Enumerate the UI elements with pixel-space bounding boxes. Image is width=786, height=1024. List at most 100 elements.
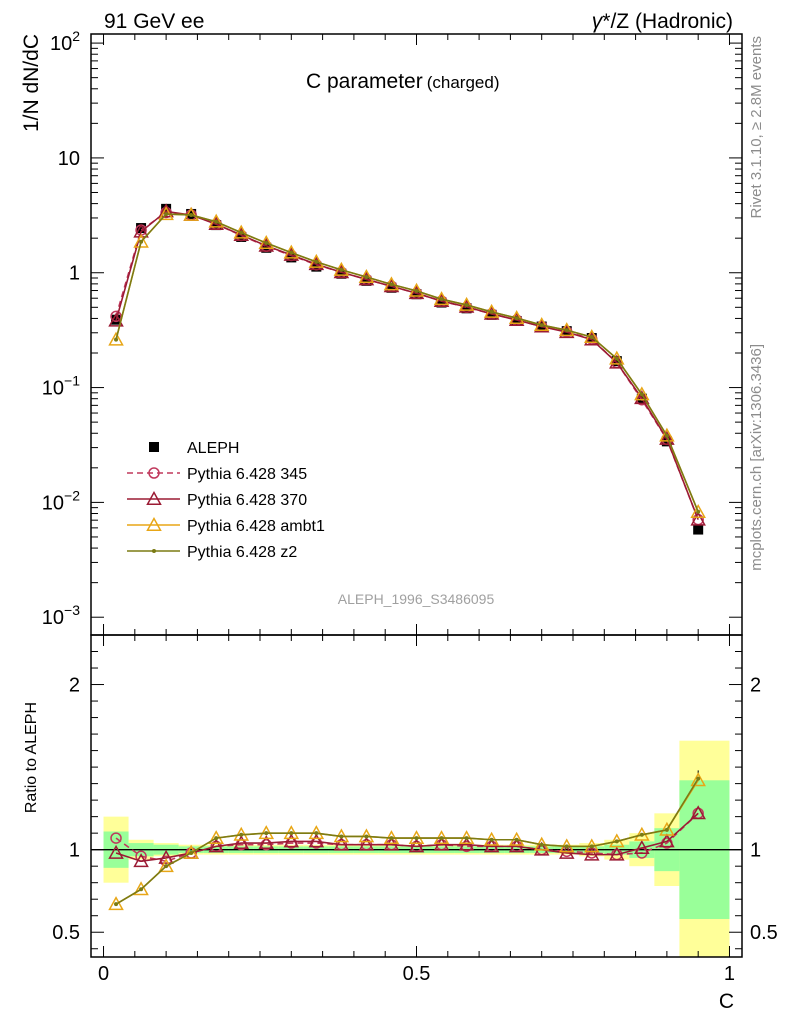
main-point-pythia-6-428-z2 (339, 267, 344, 272)
y-tick-label: 102 (50, 28, 80, 55)
y-tick-label-base: 10 (42, 378, 64, 400)
ratio-point-pythia-6-428-z2 (164, 864, 169, 869)
ratio-point-pythia-6-428-370 (508, 838, 525, 853)
y-tick-label: 10−1 (42, 373, 80, 400)
ratio-point-pythia-6-428-z2 (314, 831, 319, 836)
main-point-pythia-6-428-370 (690, 511, 706, 526)
ratio-point-pythia-6-428-370 (408, 838, 425, 853)
legend-marker-pythia-6-428-z2 (152, 549, 156, 553)
series-marks (108, 203, 706, 911)
y-tick-label-base: 1 (69, 263, 80, 285)
ratio-point-pythia-6-428-z2 (289, 831, 294, 836)
ratio-point-pythia-6-428-370 (533, 841, 550, 856)
ratio-point-pythia-6-428-ambt1 (108, 896, 124, 911)
ratio-point-pythia-6-428-370 (659, 833, 675, 848)
y-tick-label: 10−3 (42, 602, 80, 629)
ratio-point-pythia-6-428-z2 (439, 836, 444, 841)
main-point-pythia-6-428-z2 (639, 392, 644, 397)
main-point-pythia-6-428-370 (659, 430, 675, 445)
ratio-point-pythia-6-428-ambt1 (690, 772, 706, 787)
main-point-pythia-6-428-z2 (364, 275, 369, 280)
x-axis-label: C (719, 990, 734, 1013)
main-point-pythia-6-428-z2 (164, 212, 169, 217)
y-tick-label-base: 10 (58, 148, 80, 170)
ratio-point-pythia-6-428-z2 (264, 831, 269, 836)
main-line-pythia-6-428-z2 (115, 213, 699, 513)
ratio-point-pythia-6-428-370 (634, 839, 650, 854)
ratio-point-pythia-6-428-370 (158, 849, 174, 864)
data-point-aleph (411, 289, 422, 300)
ratio-point-pythia-6-428-z2 (389, 836, 394, 841)
main-point-pythia-6-428-z2 (414, 288, 419, 293)
y-tick-label: 10−2 (42, 487, 80, 514)
data-point-aleph (336, 268, 347, 279)
main-point-pythia-6-428-370 (258, 237, 275, 252)
main-point-pythia-6-428-z2 (114, 337, 119, 342)
data-point-aleph (486, 309, 497, 320)
main-point-pythia-6-428-ambt1 (133, 233, 149, 248)
main-point-pythia-6-428-370 (634, 390, 650, 405)
y-tick-label-exponent: 2 (72, 28, 80, 44)
main-point-pythia-6-428-ambt1 (690, 504, 706, 519)
legend-marker-pythia-6-428-345 (148, 467, 160, 479)
main-point-pythia-6-428-z2 (514, 316, 519, 321)
ratio-point-pythia-6-428-ambt1 (133, 881, 149, 896)
data-point-aleph (386, 282, 397, 293)
data-point-aleph (436, 297, 447, 308)
data-point-aleph (693, 524, 704, 535)
ratio-point-pythia-6-428-z2 (589, 844, 594, 849)
main-point-pythia-6-428-z2 (614, 356, 619, 361)
ratio-point-pythia-6-428-370 (308, 833, 325, 848)
ratio-point-pythia-6-428-z2 (364, 834, 369, 839)
ratio-point-pythia-6-428-370 (609, 846, 625, 861)
main-point-pythia-6-428-z2 (189, 212, 194, 217)
ratio-y-tick-label-left: 1 (69, 840, 80, 862)
ratio-point-pythia-6-428-z2 (639, 832, 644, 837)
ratio-y-tick-label-right: 2 (750, 675, 761, 697)
ratio-point-pythia-6-428-z2 (464, 836, 469, 841)
legend-marker-aleph (149, 442, 159, 452)
ratio-point-pythia-6-428-ambt1 (659, 821, 675, 836)
main-point-pythia-6-428-z2 (539, 323, 544, 328)
ratio-point-pythia-6-428-370 (558, 844, 575, 859)
main-point-pythia-6-428-370 (158, 203, 174, 218)
ratio-point-pythia-6-428-z2 (114, 902, 119, 907)
legend-label-pythia-6-428-370: Pythia 6.428 370 (187, 492, 307, 509)
ratio-point-pythia-6-428-370 (283, 833, 300, 848)
legend-label-aleph: ALEPH (187, 440, 239, 457)
ratio-y-axis-label: Ratio to ALEPH (23, 702, 40, 813)
ratio-point-pythia-6-428-345 (110, 832, 122, 844)
ratio-point-pythia-6-428-z2 (339, 834, 344, 839)
ratio-point-pythia-6-428-z2 (614, 839, 619, 844)
ratio-point-pythia-6-428-370 (258, 835, 275, 850)
ratio-point-pythia-6-428-z2 (514, 837, 519, 842)
side-label-rivet: Rivet 3.1.10, ≥ 2.8M events (748, 36, 765, 219)
y-tick-label: 10 (58, 148, 80, 170)
y-axis-label: 1/N dN/dC (20, 34, 43, 132)
ratio-line-pythia-6-428-z2 (115, 778, 699, 905)
legend-label-pythia-6-428-345: Pythia 6.428 345 (187, 466, 307, 483)
data-point-aleph (511, 315, 522, 326)
main-point-pythia-6-428-ambt1 (659, 427, 675, 442)
ratio-point-pythia-6-428-370 (358, 836, 375, 851)
data-point-aleph (611, 356, 622, 367)
main-point-pythia-6-428-z2 (589, 335, 594, 340)
main-point-pythia-6-428-z2 (464, 302, 469, 307)
y-tick-label-base: 10 (42, 492, 64, 514)
y-tick-label-base: 10 (42, 607, 64, 629)
header-right-rest: */Z (Hadronic) (602, 10, 733, 33)
ratio-point-pythia-6-428-z2 (696, 776, 701, 781)
ratio-point-pythia-6-428-370 (690, 805, 706, 820)
ratio-point-pythia-6-428-370 (108, 844, 124, 859)
legend: ALEPH Pythia 6.428 345 Pythia 6.428 370 Pyt… (127, 440, 325, 561)
ratio-point-pythia-6-428-370 (483, 838, 500, 853)
ratio-point-pythia-6-428-ambt1 (158, 858, 174, 873)
ratio-y-tick-label-left: 0.5 (52, 922, 80, 944)
header-right: γ*/Z (Hadronic) (592, 10, 733, 33)
ratio-point-pythia-6-428-370 (583, 846, 600, 861)
ratio-point-pythia-6-428-z2 (539, 842, 544, 847)
ratio-point-pythia-6-428-z2 (214, 836, 219, 841)
main-point-pythia-6-428-ambt1 (634, 386, 650, 401)
